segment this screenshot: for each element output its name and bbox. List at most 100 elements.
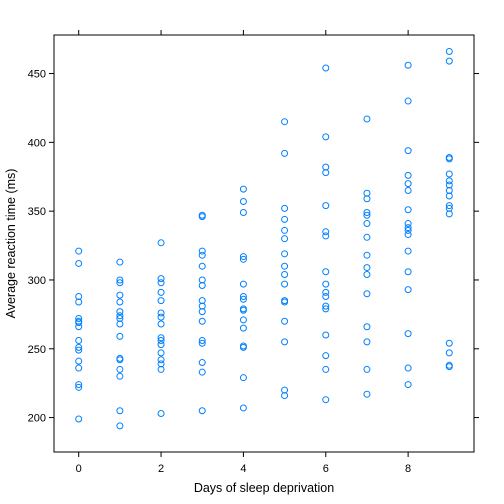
- data-point: [75, 343, 83, 351]
- data-point: [239, 404, 247, 412]
- data-point: [198, 339, 206, 347]
- data-point: [363, 338, 371, 346]
- x-tick-label: 4: [240, 463, 246, 475]
- data-point: [322, 133, 330, 141]
- data-point: [198, 368, 206, 376]
- data-point: [281, 317, 289, 325]
- data-point: [239, 305, 247, 313]
- data-point: [116, 312, 124, 320]
- data-point: [75, 383, 83, 391]
- data-point: [116, 332, 124, 340]
- data-point: [404, 381, 412, 389]
- data-point: [116, 422, 124, 430]
- data-point: [363, 290, 371, 298]
- data-point: [363, 189, 371, 197]
- data-point: [404, 330, 412, 338]
- data-point: [116, 276, 124, 284]
- data-point: [157, 288, 165, 296]
- data-point: [157, 337, 165, 345]
- data-point: [239, 295, 247, 303]
- data-point: [445, 181, 453, 189]
- x-tick-label: 0: [76, 463, 82, 475]
- data-point: [445, 48, 453, 56]
- data-point: [281, 250, 289, 258]
- data-point: [157, 341, 165, 349]
- data-point: [404, 97, 412, 105]
- data-point: [404, 247, 412, 255]
- data-point: [363, 323, 371, 331]
- y-tick-label: 350: [28, 206, 46, 218]
- data-point: [239, 255, 247, 263]
- data-point: [116, 407, 124, 415]
- data-point: [363, 270, 371, 278]
- y-tick-label: 450: [28, 69, 46, 81]
- data-point: [116, 308, 124, 316]
- data-point: [445, 177, 453, 185]
- data-point: [157, 275, 165, 283]
- data-point: [322, 331, 330, 339]
- data-point: [239, 292, 247, 300]
- data-point: [198, 337, 206, 345]
- x-tick-label: 6: [323, 463, 329, 475]
- data-point: [75, 247, 83, 255]
- y-tick-label: 400: [28, 137, 46, 149]
- data-point: [198, 407, 206, 415]
- y-tick-label: 200: [28, 413, 46, 425]
- data-point: [445, 170, 453, 178]
- data-point: [281, 215, 289, 223]
- x-axis: 0 2 4 6 8: [76, 30, 411, 475]
- data-point: [281, 262, 289, 270]
- data-point: [157, 313, 165, 321]
- data-point: [239, 209, 247, 217]
- data-point: [116, 298, 124, 306]
- data-point: [322, 64, 330, 72]
- data-point: [363, 233, 371, 241]
- y-tick-label: 300: [28, 275, 46, 287]
- data-point: [363, 264, 371, 272]
- data-point: [116, 279, 124, 287]
- data-point: [198, 317, 206, 325]
- plot-panel-border: [53, 34, 475, 453]
- data-point: [75, 337, 83, 345]
- data-point: [445, 349, 453, 357]
- data-point: [157, 349, 165, 357]
- data-point: [322, 232, 330, 240]
- data-point: [445, 57, 453, 65]
- y-tick-label: 250: [28, 344, 46, 356]
- data-point: [445, 339, 453, 347]
- data-point: [322, 268, 330, 276]
- data-point: [363, 390, 371, 398]
- data-point: [281, 204, 289, 212]
- data-point: [75, 259, 83, 267]
- data-point: [404, 187, 412, 195]
- data-point: [322, 280, 330, 288]
- data-point: [239, 374, 247, 382]
- data-point: [239, 342, 247, 350]
- data-point: [322, 202, 330, 210]
- data-point: [281, 226, 289, 234]
- data-point: [363, 209, 371, 217]
- data-point: [75, 381, 83, 389]
- data-point: [404, 206, 412, 214]
- data-point: [363, 251, 371, 259]
- data-point: [198, 276, 206, 284]
- x-tick-label: 8: [405, 463, 411, 475]
- data-point: [157, 297, 165, 305]
- data-point: [116, 372, 124, 380]
- data-point: [404, 180, 412, 188]
- data-point: [116, 354, 124, 362]
- data-point: [322, 288, 330, 296]
- data-point: [116, 365, 124, 373]
- data-point: [198, 359, 206, 367]
- data-point: [157, 239, 165, 247]
- data-point: [75, 292, 83, 300]
- data-point: [363, 211, 371, 219]
- data-point: [404, 286, 412, 294]
- data-point: [157, 309, 165, 317]
- data-point: [404, 364, 412, 372]
- data-point: [322, 228, 330, 236]
- data-point: [75, 315, 83, 323]
- data-point: [116, 258, 124, 266]
- data-point: [404, 231, 412, 239]
